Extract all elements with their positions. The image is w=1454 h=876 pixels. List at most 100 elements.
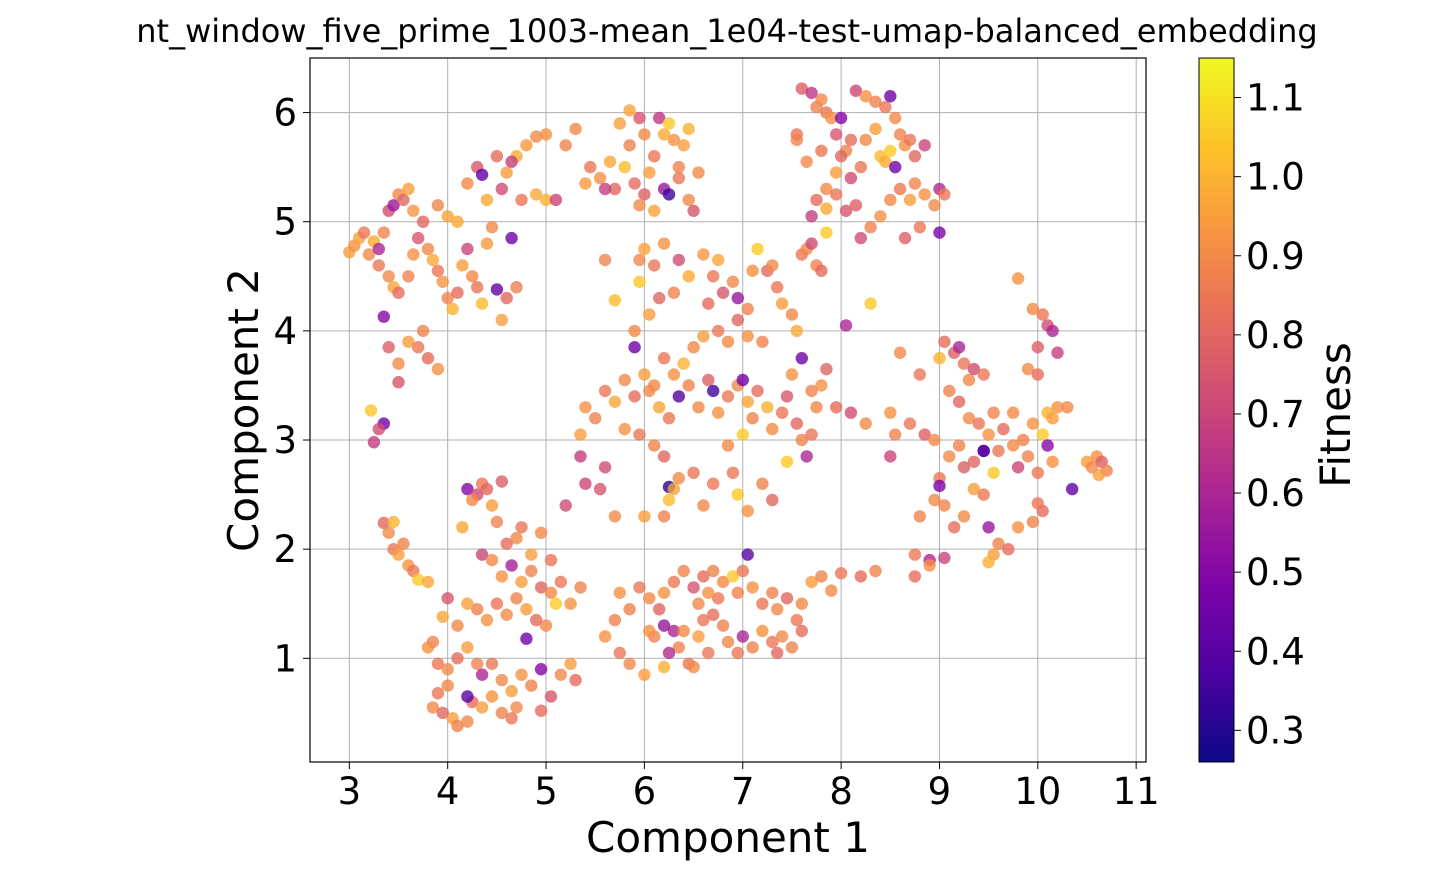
data-point bbox=[707, 564, 720, 578]
data-point bbox=[653, 603, 666, 616]
data-point bbox=[603, 155, 617, 168]
data-point bbox=[1026, 515, 1040, 529]
data-point bbox=[1011, 272, 1025, 285]
data-point bbox=[480, 482, 494, 496]
data-point bbox=[402, 270, 415, 283]
data-point bbox=[938, 499, 951, 512]
data-point bbox=[638, 668, 651, 681]
data-point bbox=[849, 199, 863, 212]
data-point bbox=[1026, 417, 1040, 430]
data-point bbox=[653, 111, 666, 125]
data-point bbox=[559, 499, 572, 512]
data-point bbox=[471, 281, 484, 294]
data-point bbox=[495, 313, 508, 327]
data-point bbox=[834, 111, 848, 125]
data-point bbox=[815, 379, 828, 392]
data-point bbox=[839, 319, 853, 332]
y-tick-label: 6 bbox=[273, 92, 297, 135]
data-point bbox=[412, 231, 425, 245]
data-point bbox=[967, 455, 981, 468]
data-point bbox=[864, 297, 877, 310]
data-point bbox=[834, 150, 848, 163]
data-point bbox=[672, 390, 685, 403]
data-point bbox=[534, 526, 548, 539]
data-point bbox=[859, 133, 872, 147]
data-point bbox=[564, 657, 577, 670]
data-point bbox=[461, 242, 474, 256]
data-point bbox=[471, 657, 484, 670]
data-point bbox=[490, 515, 504, 529]
data-point bbox=[672, 253, 685, 267]
data-point bbox=[431, 362, 445, 376]
data-point bbox=[795, 82, 808, 95]
data-point bbox=[372, 422, 385, 436]
data-point bbox=[667, 575, 681, 589]
data-point bbox=[952, 395, 966, 408]
data-point bbox=[564, 597, 577, 610]
data-point bbox=[451, 215, 464, 228]
data-point bbox=[795, 433, 808, 447]
plot-area-frame bbox=[309, 57, 1147, 763]
data-point bbox=[613, 646, 626, 660]
data-point bbox=[707, 384, 720, 398]
data-point bbox=[392, 286, 405, 299]
data-point bbox=[874, 210, 887, 223]
data-point bbox=[736, 630, 749, 643]
data-point bbox=[638, 188, 651, 201]
data-point bbox=[820, 202, 833, 215]
data-point bbox=[805, 428, 818, 441]
data-point bbox=[687, 341, 700, 354]
data-point bbox=[466, 493, 479, 507]
data-point bbox=[451, 652, 464, 665]
data-point bbox=[992, 537, 1005, 550]
data-point bbox=[441, 291, 454, 305]
x-tick-label: 7 bbox=[731, 770, 755, 813]
data-point bbox=[648, 204, 661, 217]
data-point bbox=[854, 160, 867, 174]
data-point bbox=[628, 324, 641, 338]
data-point bbox=[825, 584, 838, 597]
data-point bbox=[490, 150, 504, 163]
data-point bbox=[387, 515, 400, 529]
data-point bbox=[687, 581, 700, 594]
data-point bbox=[500, 537, 513, 550]
data-point bbox=[495, 673, 508, 687]
data-point bbox=[790, 417, 803, 430]
data-point bbox=[726, 466, 740, 479]
data-point bbox=[805, 575, 818, 589]
data-point bbox=[643, 624, 656, 638]
data-point bbox=[731, 313, 744, 327]
data-point bbox=[628, 341, 641, 354]
data-point bbox=[795, 352, 808, 365]
data-point bbox=[608, 182, 622, 196]
data-point bbox=[815, 264, 828, 277]
data-point bbox=[534, 704, 548, 717]
data-point bbox=[495, 475, 508, 488]
data-point bbox=[692, 401, 705, 414]
data-point bbox=[544, 690, 558, 703]
data-point bbox=[495, 706, 508, 720]
data-point bbox=[795, 624, 808, 638]
data-point bbox=[525, 564, 538, 578]
data-point bbox=[967, 362, 981, 376]
data-point bbox=[633, 428, 646, 441]
data-point bbox=[510, 281, 523, 294]
data-point bbox=[515, 668, 528, 681]
data-point bbox=[997, 422, 1010, 436]
data-point bbox=[987, 406, 1000, 419]
data-point bbox=[869, 122, 882, 136]
data-point bbox=[584, 160, 597, 174]
data-point bbox=[485, 657, 499, 670]
data-point bbox=[982, 521, 995, 534]
data-point bbox=[884, 193, 897, 207]
data-point bbox=[918, 428, 931, 441]
data-point bbox=[505, 231, 518, 245]
data-point bbox=[392, 548, 405, 561]
data-point bbox=[421, 641, 435, 654]
data-point bbox=[948, 521, 961, 534]
data-point bbox=[643, 308, 656, 321]
data-point bbox=[539, 128, 553, 141]
colorbar-tick-label: 1.1 bbox=[1246, 77, 1305, 120]
data-point bbox=[746, 264, 759, 277]
data-point bbox=[377, 516, 390, 530]
